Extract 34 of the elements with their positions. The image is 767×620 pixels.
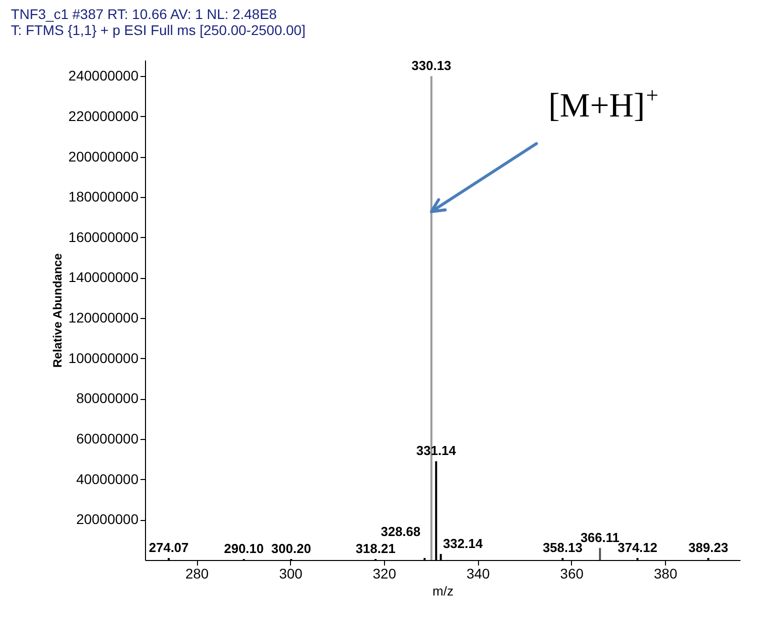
x-tick-label: 360 [560,566,584,582]
annotation: 330.13 [412,58,452,74]
chart-title: TNF3_c1 #387 RT: 10.66 AV: 1 NL: 2.48E8 [10,6,278,22]
y-tick-label: 200000000 [68,148,139,164]
annotation: 274.07 [148,540,189,555]
annotation: 389.23 [688,540,728,555]
y-tick-label: 100000000 [68,350,139,366]
y-tick-label: 40000000 [76,470,139,487]
y-tick-label: 120000000 [68,310,139,326]
y-tick-label: 140000000 [68,269,139,286]
y-axis-title: Relative Abundance [50,253,64,368]
x-tick-label: 280 [185,566,209,582]
annotation: 374.12 [618,540,658,555]
chart-subtitle: T: FTMS {1,1} + p ESI Full ms [250.00-2500.00] [10,22,306,38]
y-tick-label: 60000000 [76,430,139,447]
annotation: 290.10 [224,540,264,556]
y-tick-label: 180000000 [68,188,139,205]
annotation: 328.68 [380,524,420,539]
x-tick-label: 380 [654,566,678,582]
annotation: 331.14 [416,443,457,458]
y-tick-label: 160000000 [68,228,139,245]
annotation: [M+H]+ [548,82,658,125]
x-tick-label: 340 [466,566,490,582]
y-tick-label: 240000000 [68,68,139,84]
bar [598,548,601,560]
annotation: 300.20 [271,540,312,556]
y-tick-label: 20000000 [76,511,139,528]
x-tick-label: 300 [279,566,303,582]
x-tick-label: 320 [372,566,396,582]
y-tick-label: 220000000 [68,108,139,124]
annotation: 332.14 [442,536,484,551]
y-tick-label: 80000000 [76,390,139,406]
x-axis-title: m/z [432,584,454,598]
annotation: 318.21 [356,540,396,556]
